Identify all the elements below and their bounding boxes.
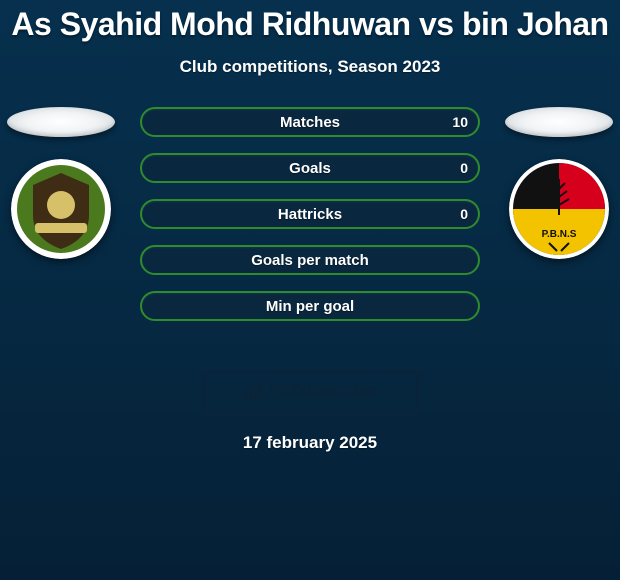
bar-chart-icon	[242, 382, 264, 400]
svg-text:P.B.N.S: P.B.N.S	[542, 229, 577, 240]
page-title: As Syahid Mohd Ridhuwan vs bin Johan	[0, 0, 620, 43]
right-player-column: P.B.N.S	[504, 107, 614, 259]
subtitle: Club competitions, Season 2023	[0, 57, 620, 77]
left-crest-svg	[11, 159, 111, 259]
watermark-box: FcTables.com	[202, 371, 418, 411]
stat-value-right: 0	[460, 160, 468, 176]
stat-pill-goals: Goals 0	[140, 153, 480, 183]
stat-pill-matches: Matches 10	[140, 107, 480, 137]
right-crest-svg: P.B.N.S	[509, 159, 609, 259]
stat-pill-goals-per-match: Goals per match	[140, 245, 480, 275]
stat-pill-min-per-goal: Min per goal	[140, 291, 480, 321]
stat-value-right: 0	[460, 206, 468, 222]
stat-label: Matches	[280, 114, 340, 131]
stat-pill-hattricks: Hattricks 0	[140, 199, 480, 229]
stat-label: Goals	[289, 160, 331, 177]
left-player-crest	[11, 159, 111, 259]
stat-pill-list: Matches 10 Goals 0 Hattricks 0 Goals per…	[140, 107, 480, 321]
comparison-arena: P.B.N.S Matches 10 Goals 0 Hattricks 0	[0, 107, 620, 347]
right-player-oval	[505, 107, 613, 137]
stat-label: Goals per match	[251, 252, 369, 269]
stat-label: Hattricks	[278, 206, 342, 223]
stat-value-right: 10	[452, 114, 468, 130]
right-player-crest: P.B.N.S	[509, 159, 609, 259]
stat-label: Min per goal	[266, 298, 354, 315]
watermark-text: FcTables.com	[270, 381, 379, 401]
left-player-oval	[7, 107, 115, 137]
left-player-column	[6, 107, 116, 259]
date-text: 17 february 2025	[0, 433, 620, 453]
